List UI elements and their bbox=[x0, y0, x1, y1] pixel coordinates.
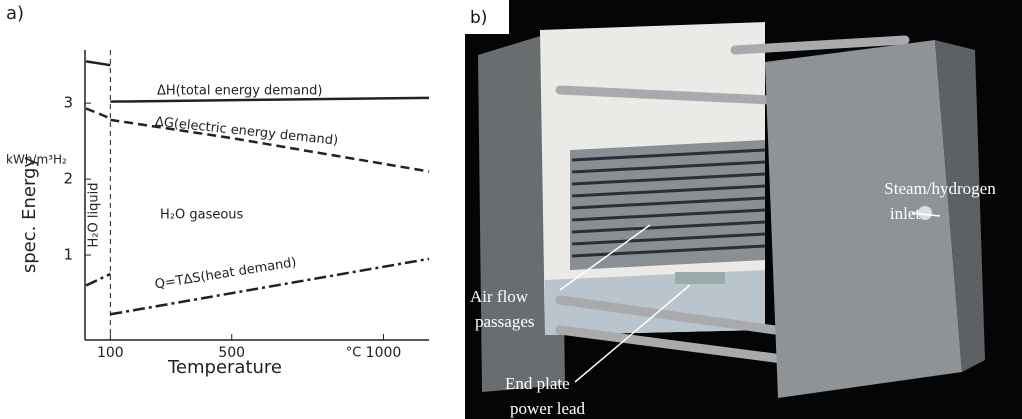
x-unit: °C bbox=[346, 346, 362, 361]
panel-a-bg bbox=[0, 0, 465, 419]
x-tick-label: 1000 bbox=[366, 345, 402, 361]
series-line bbox=[85, 107, 430, 173]
annotation: H₂O gaseous bbox=[160, 208, 244, 223]
photo-annotation: power lead bbox=[510, 399, 586, 418]
series-line bbox=[85, 257, 430, 316]
stack-lines bbox=[571, 148, 766, 258]
series-label: ΔH(total energy demand) bbox=[157, 84, 322, 99]
photo-annotation: End plate bbox=[505, 374, 570, 393]
photo-annotation: passages bbox=[475, 312, 534, 331]
y-axis-label: spec. Energy bbox=[19, 157, 40, 274]
y-tick-label: 2 bbox=[63, 170, 73, 188]
panel-label: a) bbox=[6, 3, 24, 24]
annotation: H₂O liquid bbox=[87, 183, 102, 248]
y-unit: kWh/m³H₂ bbox=[6, 153, 67, 167]
panel-label-box bbox=[465, 0, 509, 34]
photo-annotation: Steam/hydrogen bbox=[884, 179, 996, 198]
photo: b) Steam/hydrogen inlet Air flow passages En… bbox=[465, 0, 1022, 419]
front-plate-side bbox=[935, 40, 985, 372]
inlet bbox=[918, 206, 932, 220]
y-tick-label: 3 bbox=[63, 94, 73, 112]
tie-rods bbox=[555, 35, 910, 365]
x-tick-label: 500 bbox=[218, 345, 245, 361]
y-tick-label: 1 bbox=[63, 246, 73, 264]
power-lead bbox=[675, 272, 725, 284]
x-tick-label: 100 bbox=[97, 345, 124, 361]
series-line bbox=[85, 60, 430, 103]
panel-label: b) bbox=[470, 8, 487, 28]
x-axis-label: Temperature bbox=[167, 357, 282, 378]
photo-annotation: Air flow bbox=[470, 287, 529, 306]
photo-annotation: inlet bbox=[890, 204, 920, 223]
front-plate bbox=[765, 40, 962, 398]
leader-lines bbox=[559, 212, 941, 383]
